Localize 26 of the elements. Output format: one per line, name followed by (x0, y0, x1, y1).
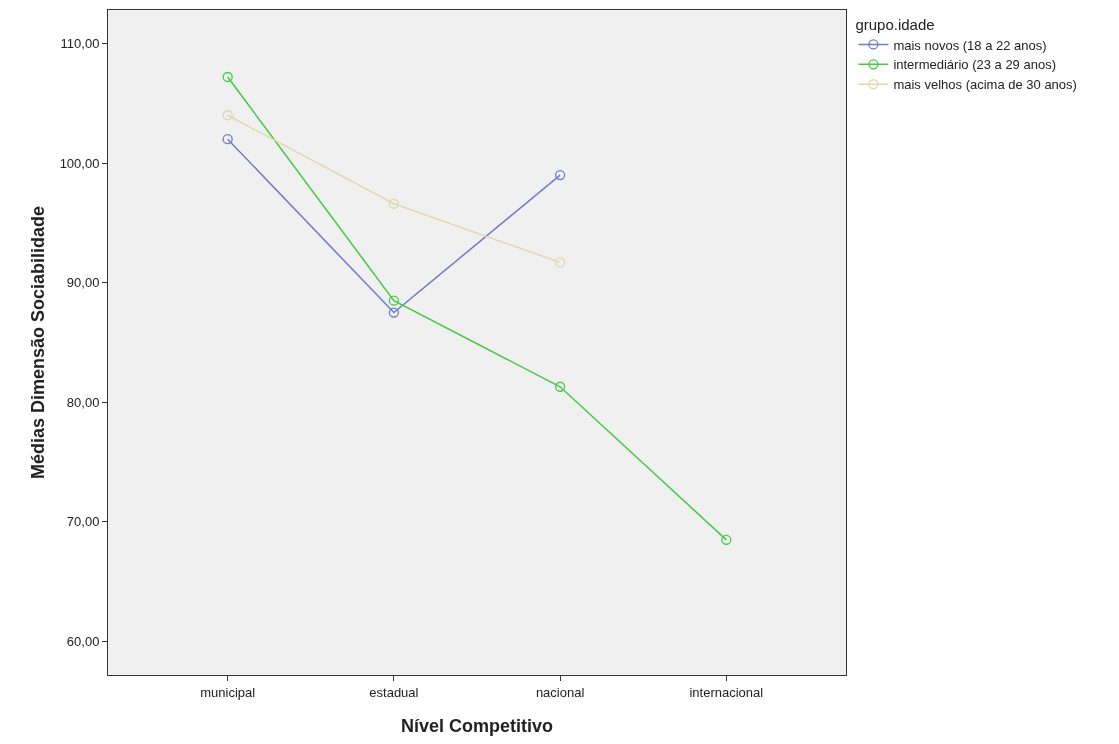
x-tick-label: internacional (689, 684, 764, 700)
point (388, 198, 400, 209)
point (388, 295, 400, 306)
y-tick-label: 70,00 (66, 514, 100, 530)
point (554, 169, 566, 181)
x-tick-label: municipal (200, 684, 256, 700)
legend-label: mais velhos (acima de 30 anos) (893, 77, 1077, 93)
legend-title: grupo.idade (855, 15, 935, 33)
point (554, 381, 566, 392)
point (721, 534, 732, 545)
point (222, 110, 233, 121)
y-axis-title: Médias Dimensão Sociabilidade (27, 205, 48, 480)
legend-label: mais novos (18 a 22 anos) (893, 37, 1047, 53)
y-tick-label: 110,00 (60, 36, 100, 52)
point (388, 307, 400, 318)
point (222, 134, 233, 145)
x-tick-label: estadual (369, 684, 419, 700)
x-tick-label: nacional (535, 684, 585, 700)
y-tick-label: 60,00 (66, 634, 100, 650)
x-axis-title: Nível Competitivo (400, 715, 554, 736)
legend-label: intermediário (23 a 29 anos) (893, 57, 1056, 73)
y-tick-label: 80,00 (66, 394, 100, 410)
point (222, 71, 233, 83)
y-tick-label: 100,00 (59, 155, 100, 171)
y-tick-label: 90,00 (66, 275, 100, 291)
point (554, 257, 566, 268)
